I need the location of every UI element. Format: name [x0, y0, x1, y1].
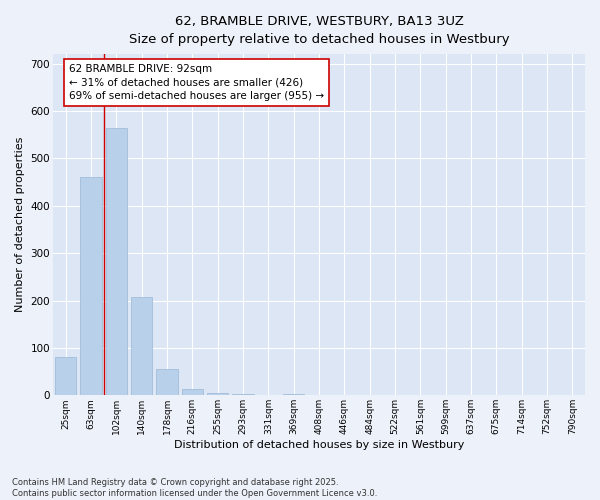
Bar [182, 388, 203, 396]
Bar [55, 358, 76, 396]
Bar [283, 394, 304, 396]
Bar [106, 128, 127, 396]
Title: 62, BRAMBLE DRIVE, WESTBURY, BA13 3UZ
Size of property relative to detached hous: 62, BRAMBLE DRIVE, WESTBURY, BA13 3UZ Si… [128, 15, 509, 46]
Bar [207, 393, 229, 396]
Bar [156, 369, 178, 396]
X-axis label: Distribution of detached houses by size in Westbury: Distribution of detached houses by size … [174, 440, 464, 450]
Text: 62 BRAMBLE DRIVE: 92sqm
← 31% of detached houses are smaller (426)
69% of semi-d: 62 BRAMBLE DRIVE: 92sqm ← 31% of detache… [69, 64, 324, 100]
Text: Contains HM Land Registry data © Crown copyright and database right 2025.
Contai: Contains HM Land Registry data © Crown c… [12, 478, 377, 498]
Bar [80, 178, 102, 396]
Bar [232, 394, 254, 396]
Y-axis label: Number of detached properties: Number of detached properties [15, 137, 25, 312]
Bar [131, 296, 152, 396]
